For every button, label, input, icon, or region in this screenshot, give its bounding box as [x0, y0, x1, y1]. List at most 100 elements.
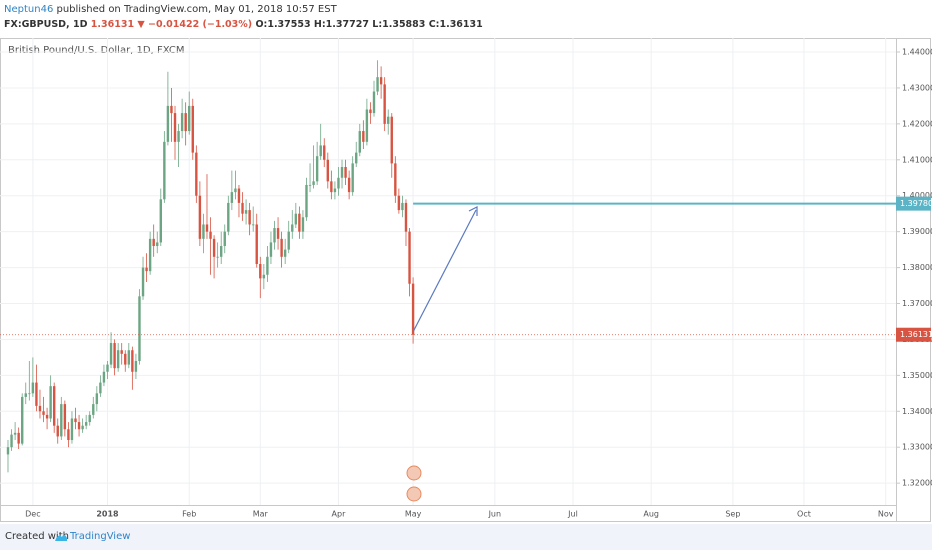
grid	[0, 38, 896, 505]
y-tick-label: 1.40000	[902, 191, 932, 200]
candle-body	[330, 181, 333, 193]
open: O:1.37553	[255, 19, 311, 30]
candle-body	[67, 429, 70, 441]
candle-body	[287, 231, 290, 250]
candle-body	[362, 131, 365, 142]
arrow-head	[468, 206, 478, 216]
candle-body	[220, 246, 223, 257]
candle-body	[152, 238, 155, 247]
candle-body	[347, 177, 351, 193]
candle-body	[92, 404, 95, 415]
candle-body	[99, 382, 102, 394]
arrow: ▼	[137, 19, 145, 30]
candle-body	[106, 364, 109, 372]
candle-body	[6, 447, 10, 455]
low: L:1.35883	[372, 19, 426, 30]
x-tick-label: Jun	[488, 510, 502, 519]
symbol: FX:GBPUSD, 1D	[4, 19, 88, 30]
candle-body	[45, 414, 49, 419]
close: C:1.36131	[428, 19, 483, 30]
candle-body	[312, 181, 315, 185]
level-badge	[896, 196, 931, 211]
candle-body	[202, 224, 205, 239]
publish-line: Neptun46 published on TradingView.com, M…	[4, 2, 483, 17]
candles	[6, 60, 415, 473]
candle-body	[127, 350, 131, 365]
candle-body	[74, 418, 77, 423]
candle-body	[21, 396, 24, 444]
candle-body	[138, 296, 141, 361]
level-label: 1.39780	[900, 199, 932, 208]
candle-body	[294, 213, 298, 225]
candle-body	[116, 350, 120, 369]
candle-body	[259, 263, 262, 279]
y-tick-label: 1.42000	[902, 119, 932, 128]
candle-body	[355, 152, 358, 164]
candle-body	[113, 343, 116, 369]
event-icon[interactable]	[406, 465, 422, 481]
candle-body	[358, 131, 361, 153]
candle-body	[397, 195, 401, 211]
y-tick-label: 1.41000	[902, 155, 932, 164]
published: published on TradingView.com, May 01, 20…	[56, 4, 337, 15]
event-icon[interactable]	[406, 486, 422, 502]
y-tick-label: 1.32000	[902, 479, 932, 488]
candle-body	[191, 105, 194, 153]
candle-body	[13, 432, 17, 435]
candle-body	[180, 113, 184, 132]
x-tick-label: Mar	[253, 510, 269, 519]
candle-body	[273, 228, 276, 243]
candle-body	[387, 116, 390, 124]
y-tick-label: 1.39000	[902, 227, 932, 236]
candle-body	[333, 188, 337, 193]
candle-body	[209, 231, 212, 239]
x-tick-label: 2018	[96, 510, 119, 519]
candle-body	[70, 418, 74, 441]
x-tick-label: Feb	[182, 510, 196, 519]
candle-body	[280, 238, 283, 257]
candle-body	[159, 199, 162, 243]
candle-body	[148, 238, 152, 272]
candle-body	[255, 224, 258, 264]
candle-body	[156, 242, 159, 247]
event-icons	[406, 465, 422, 502]
header: Neptun46 published on TradingView.com, M…	[4, 2, 483, 32]
candle-body	[131, 350, 134, 372]
high: H:1.37727	[313, 19, 369, 30]
candle-body	[230, 192, 234, 203]
candle-body	[404, 202, 408, 232]
candle-body	[365, 109, 369, 142]
y-tick-label: 1.37000	[902, 299, 932, 308]
y-tick-label: 1.33000	[902, 443, 932, 452]
candle-body	[42, 411, 45, 415]
candle-body	[315, 156, 319, 182]
candle-body	[81, 425, 84, 430]
logo-shape	[55, 534, 67, 541]
candle-body	[308, 184, 312, 186]
candle-body	[205, 224, 209, 232]
candle-body	[31, 382, 35, 394]
candle-body	[173, 113, 177, 142]
candle-body	[291, 224, 294, 232]
footer: Created with TradingView	[0, 524, 932, 550]
author[interactable]: Neptun46	[4, 4, 54, 15]
candle-body	[84, 422, 88, 426]
x-tick-label: Apr	[332, 510, 347, 519]
y-tick-label: 1.34000	[902, 407, 932, 416]
candle-body	[212, 238, 216, 257]
footer-brand[interactable]: TradingView	[70, 531, 131, 542]
candle-body	[323, 145, 326, 160]
candle-body	[17, 432, 20, 444]
candle-body	[63, 404, 67, 430]
candle-body	[276, 228, 280, 239]
candle-body	[52, 386, 56, 426]
candle-body	[269, 242, 273, 257]
candle-body	[177, 131, 180, 142]
candle-body	[195, 152, 198, 196]
candle-body	[109, 343, 113, 365]
candle-body	[251, 224, 255, 226]
candle-body	[88, 414, 91, 423]
candle-body	[145, 267, 148, 272]
candle-body	[337, 177, 340, 189]
